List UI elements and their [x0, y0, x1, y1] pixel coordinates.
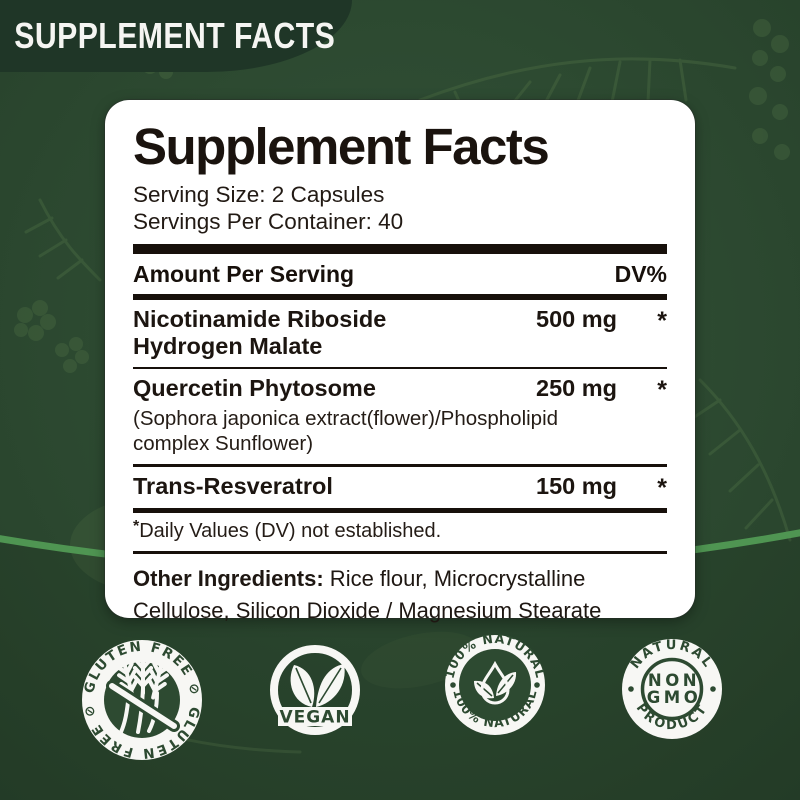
nutrient-dv: *: [657, 375, 667, 404]
nutrient-dv: *: [657, 307, 667, 336]
nutrient-dv: *: [657, 474, 667, 503]
dv-header: DV%: [614, 261, 667, 288]
drop-leaf-icon: [474, 660, 517, 705]
leaves-icon: [290, 664, 345, 707]
natural-badge: 100% NATURAL 100% NATURAL: [444, 634, 546, 735]
footnote-asterisk: *: [133, 518, 140, 536]
nutrient-name: Trans-Resveratrol: [133, 473, 333, 500]
panel-title: Supplement Facts: [133, 118, 550, 175]
vegan-badge: VEGAN: [270, 645, 360, 735]
footnote-text: Daily Values (DV) not established.: [139, 520, 442, 543]
header-badge-label: SUPPLEMENT FACTS: [14, 15, 336, 56]
supplement-facts-panel: Supplement Facts Serving Size: 2 Capsule…: [105, 100, 695, 623]
other-ingredients: Other Ingredients: Rice flour, Microcrys…: [133, 554, 687, 627]
table-divider-bold: [133, 508, 667, 514]
nutrient-amount: 500 mg: [536, 306, 617, 333]
table-divider-thick: [133, 244, 667, 255]
table-row: Nicotinamide Riboside Hydrogen Malate 50…: [133, 300, 667, 367]
amount-per-serving-header: Amount Per Serving: [133, 261, 355, 288]
table-divider-thin: [133, 464, 667, 468]
non-gmo-center-line1: NON: [648, 671, 700, 690]
table-divider-medium: [133, 294, 667, 301]
non-gmo-badge: NATURAL PRODUCT NON GMO: [622, 638, 722, 739]
vegan-label: VEGAN: [279, 708, 350, 728]
dv-footnote: *Daily Values (DV) not established.: [133, 513, 667, 551]
nutrient-name: Quercetin Phytosome: [133, 374, 376, 401]
other-ingredients-label: Other Ingredients:: [133, 566, 324, 592]
non-gmo-center-line2: GMO: [647, 688, 702, 707]
servings-per-container: Servings Per Container: 40: [133, 209, 404, 235]
header-badge: SUPPLEMENT FACTS: [0, 0, 352, 72]
table-row: Trans-Resveratrol 150 mg *: [133, 467, 667, 508]
table-header-row: Amount Per Serving DV%: [133, 254, 667, 294]
serving-size: Serving Size: 2 Capsules: [133, 182, 385, 208]
table-divider-thin: [133, 366, 667, 369]
nutrient-note: (Sophora japonica extract(flower)/Phosph…: [133, 406, 559, 456]
gluten-free-badge: GLUTEN FREE ⊘ GLUTEN FREE ⊘: [81, 639, 202, 761]
slash-icon: [106, 680, 180, 732]
nutrient-amount: 150 mg: [536, 473, 617, 500]
nutrient-name: Nicotinamide Riboside Hydrogen Malate: [133, 306, 387, 359]
table-row: Quercetin Phytosome 250 mg * (Sophora ja…: [133, 369, 667, 465]
nutrient-amount: 250 mg: [536, 374, 617, 401]
